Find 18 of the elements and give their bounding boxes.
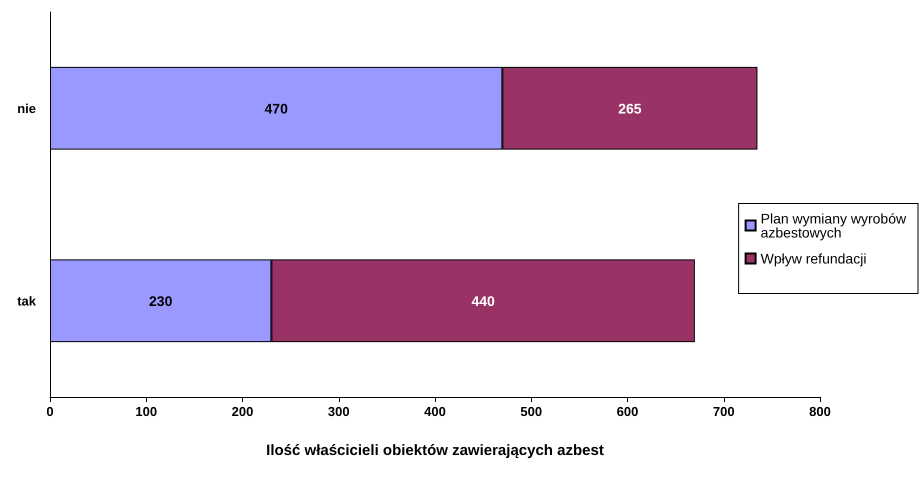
y-tick-label: tak bbox=[17, 293, 37, 308]
x-tick-label: 200 bbox=[232, 404, 254, 419]
x-tick-label: 800 bbox=[809, 404, 831, 419]
x-axis-title: Ilość właścicieli obiektów zawierających azbest bbox=[266, 442, 604, 459]
x-tick-label: 500 bbox=[520, 404, 542, 419]
x-tick-label: 0 bbox=[46, 404, 54, 419]
legend-label: Plan wymiany wyrobów azbestowych bbox=[760, 210, 910, 240]
x-tick-label: 700 bbox=[712, 404, 735, 419]
data-label: 440 bbox=[471, 292, 496, 309]
data-label: 265 bbox=[618, 100, 642, 116]
y-tick-label: nie bbox=[17, 100, 36, 116]
data-label: 230 bbox=[149, 292, 173, 309]
x-tick-label: 600 bbox=[616, 404, 638, 419]
x-tick-label: 100 bbox=[135, 404, 158, 419]
x-tick-label: 300 bbox=[328, 404, 350, 419]
data-label: 470 bbox=[264, 100, 288, 116]
x-tick-label: 400 bbox=[424, 404, 446, 419]
legend-label: Wpływ refundacji bbox=[760, 250, 866, 266]
